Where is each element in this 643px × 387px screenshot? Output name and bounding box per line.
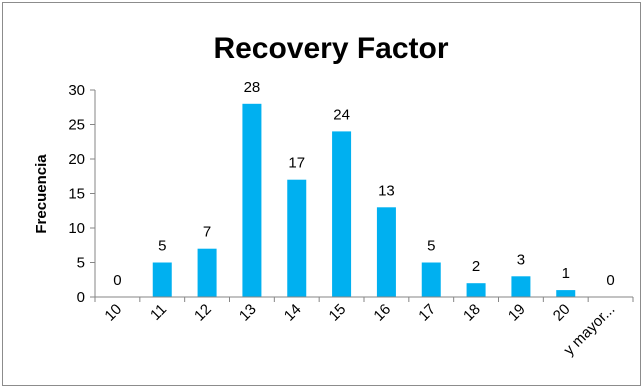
x-tick-label-9: 19	[505, 301, 529, 325]
data-labels-group: 0 5 7 28 17 24 13 5 2 3 1 0	[113, 79, 615, 289]
bars-group	[152, 103, 576, 297]
data-label-0: 0	[113, 272, 121, 289]
data-label-8: 2	[472, 258, 480, 275]
axes-group	[94, 90, 633, 298]
y-tick-label-0: 0	[77, 289, 85, 306]
x-tick-label-8: 18	[460, 301, 484, 325]
x-tick-label-6: 16	[370, 301, 394, 325]
y-tick-label-3: 15	[68, 186, 85, 203]
x-tick-label-3: 13	[236, 301, 260, 325]
bar-1	[152, 262, 172, 297]
x-tick-label-2: 12	[191, 301, 215, 325]
y-tick-label-6: 30	[68, 82, 85, 99]
chart-title: Recovery Factor	[213, 32, 448, 65]
y-tick-label-5: 25	[68, 117, 85, 134]
x-tick-label-4: 14	[281, 301, 305, 325]
data-label-2: 7	[203, 224, 211, 241]
data-label-9: 3	[517, 251, 525, 268]
data-label-7: 5	[427, 238, 435, 255]
bar-5	[332, 131, 352, 297]
y-ticks-group: 0 5 10 15 20 25 30	[68, 82, 95, 306]
x-tick-label-5: 15	[326, 301, 350, 325]
data-label-6: 13	[378, 182, 395, 199]
data-label-10: 1	[562, 265, 570, 282]
x-ticks-group: 10 11 12 13 14 15 16 17 18 19 20y mayor...	[94, 297, 634, 359]
bar-3	[242, 103, 262, 297]
data-label-3: 28	[244, 79, 261, 96]
bar-6	[376, 207, 396, 297]
bar-2	[197, 248, 217, 297]
x-tick-label-10: 20	[550, 301, 574, 325]
x-tick-label-7: 17	[415, 301, 439, 325]
bar-9	[511, 276, 531, 297]
y-tick-label-2: 10	[68, 220, 85, 237]
bar-7	[421, 262, 441, 297]
y-axis-label: Frecuencia	[33, 154, 50, 234]
bar-4	[287, 179, 307, 297]
bar-8	[466, 283, 486, 297]
x-tick-label-0: 10	[101, 301, 125, 325]
y-tick-label-4: 20	[68, 151, 85, 168]
data-label-11: 0	[606, 272, 614, 289]
x-tick-label-1: 11	[147, 301, 170, 324]
data-label-1: 5	[158, 238, 166, 255]
data-label-5: 24	[333, 106, 350, 123]
y-tick-label-1: 5	[77, 255, 85, 272]
data-label-4: 17	[288, 155, 305, 172]
bar-10	[556, 290, 576, 297]
